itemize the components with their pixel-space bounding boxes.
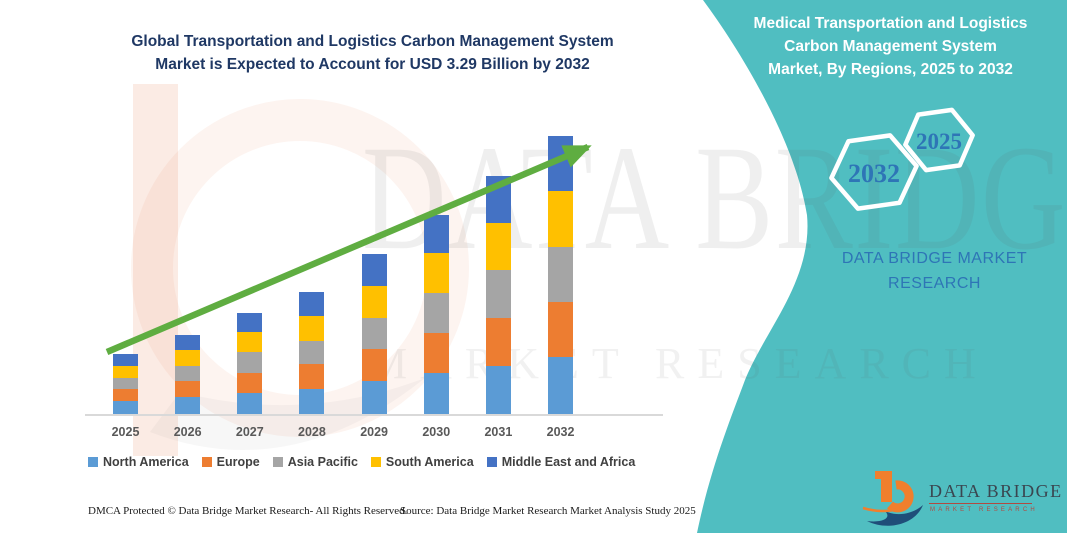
bar-segment (423, 373, 449, 414)
page-title-line-1: Global Transportation and Logistics Carb… (131, 33, 614, 50)
bar-segment (113, 377, 138, 389)
x-axis-line (85, 414, 663, 416)
legend-item: Middle East and Africa (486, 455, 636, 469)
legend-label: Europe (216, 455, 260, 469)
x-axis-label-2025: 2025 (111, 425, 140, 439)
right-panel-heading: Medical Transportation and Logistics Car… (733, 12, 1048, 81)
legend-item: South America (370, 455, 474, 469)
data-bridge-logo-icon (862, 471, 923, 526)
bar-segment (361, 381, 387, 414)
legend-swatch-icon (88, 457, 98, 467)
logo-d-swoosh (867, 505, 923, 526)
bar-segment (299, 388, 325, 414)
page-title: Global Transportation and Logistics Carb… (85, 30, 660, 76)
x-axis-label-2029: 2029 (360, 425, 388, 439)
logo-subtitle: MARKET RESEARCH (930, 507, 1038, 513)
bar-segment (548, 357, 574, 414)
logo-b-bowl (887, 480, 914, 513)
bar-segment (113, 388, 138, 402)
legend-item: North America (88, 455, 189, 469)
footer-copyright: DMCA Protected © Data Bridge Market Rese… (88, 505, 408, 517)
x-axis-label-2030: 2030 (422, 425, 451, 439)
bar-segment (237, 372, 263, 393)
logo-b-stem (881, 471, 892, 502)
bar-segment (113, 401, 138, 414)
legend-label: Middle East and Africa (501, 455, 636, 469)
logo-accent-swoosh (862, 506, 904, 513)
x-axis-label-2028: 2028 (298, 425, 326, 439)
footer-source: Source: Data Bridge Market Research Mark… (400, 505, 696, 517)
hexagon-2032-label: 2032 (848, 159, 900, 188)
legend-item: Asia Pacific (272, 455, 358, 469)
right-panel-heading-line-1: Medical Transportation and Logistics (753, 15, 1028, 32)
legend-swatch-icon (272, 457, 283, 467)
hexagon-2025-icon: 2025 (903, 107, 975, 173)
bar-segment (237, 392, 263, 414)
legend: North America Europe Asia Pacific South Ame… (88, 455, 673, 469)
legend-swatch-icon (486, 457, 497, 467)
bar-segment (113, 365, 138, 378)
legend-item: Europe (201, 455, 260, 469)
right-panel-heading-line-3: Market, By Regions, 2025 to 2032 (768, 61, 1013, 78)
page-title-line-2: Market is Expected to Account for USD 3.… (155, 56, 590, 73)
x-axis-label-2026: 2026 (173, 425, 202, 439)
bar-segment (299, 364, 325, 389)
bar-segment (175, 365, 201, 382)
legend-label: South America (385, 455, 474, 469)
x-axis-label-2031: 2031 (484, 425, 513, 439)
legend-swatch-icon (201, 457, 212, 467)
legend-label: Asia Pacific (287, 455, 358, 469)
bar-segment (485, 365, 511, 414)
x-axis-label-2032: 2032 (546, 425, 575, 439)
hexagon-2032-icon: 2032 (829, 133, 919, 211)
brand-text-line-1: DATA BRIDGE MARKET (841, 250, 1028, 267)
brand-text-line-2: RESEARCH (888, 275, 981, 292)
bar-segment (175, 381, 201, 398)
brand-text: DATA BRIDGE MARKET RESEARCH (822, 246, 1047, 296)
legend-swatch-icon (370, 457, 381, 467)
logo-underline (929, 503, 1032, 504)
legend-label: North America (103, 455, 189, 469)
bar-segment (175, 397, 201, 414)
right-panel-heading-line-2: Carbon Management System (784, 38, 997, 55)
logo-wordmark: DATA BRIDGE (929, 481, 1063, 501)
teal-panel-shape (697, 0, 1067, 533)
bar-segment (113, 354, 138, 366)
bar-segment (237, 352, 263, 373)
bar-2025 (113, 354, 138, 414)
hexagon-2025-label: 2025 (916, 129, 962, 154)
x-axis-label-2027: 2027 (235, 425, 264, 439)
